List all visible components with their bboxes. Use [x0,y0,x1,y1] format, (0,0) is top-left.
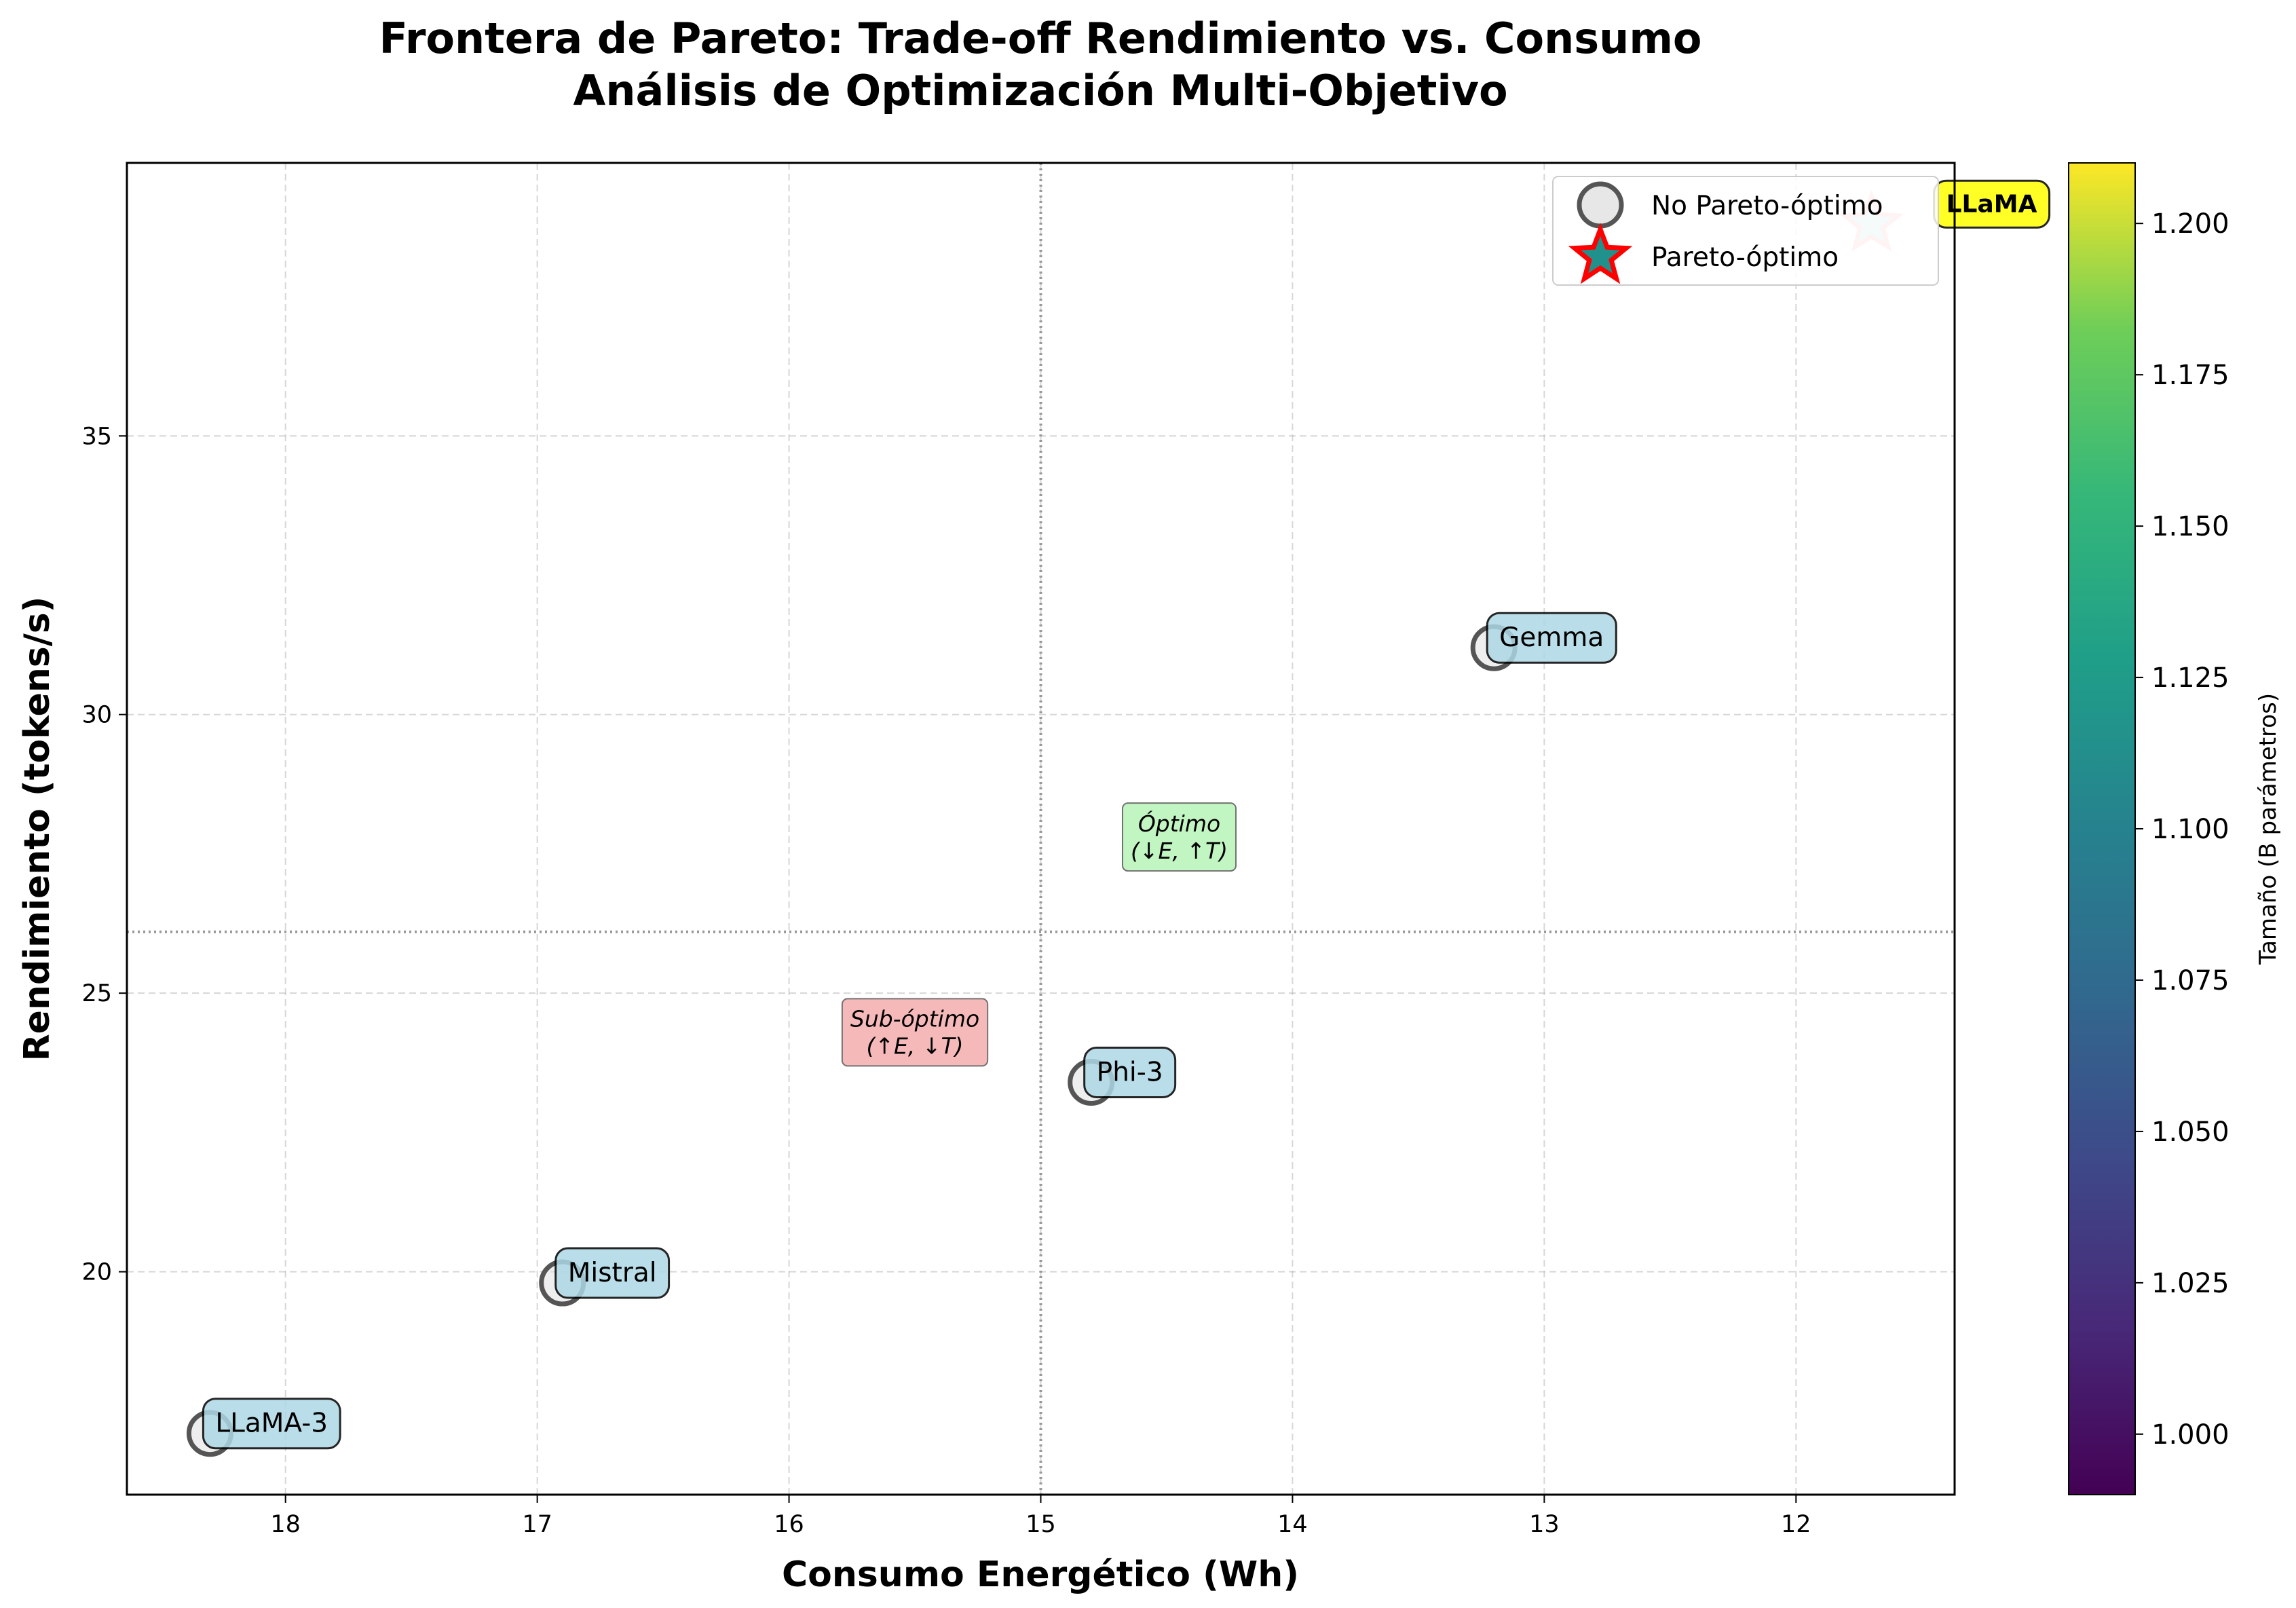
legend: No Pareto-óptimo Pareto-óptimo [1552,176,1939,286]
legend-label-pareto: Pareto-óptimo [1651,242,1839,273]
colorbar-tick-label: 1.025 [2151,1268,2229,1299]
point-label-box [554,1247,671,1299]
x-tick-label: 12 [1781,1511,1811,1538]
region-label-line2: (↓E, ↑T) [1131,838,1228,864]
point-label-text: Gemma [1499,622,1604,653]
y-axis-label: Rendimiento (tokens/s) [17,597,58,1062]
x-tick-label: 14 [1277,1511,1308,1538]
point-label-text: LLaMA-3 [215,1408,328,1439]
region-labels: Óptimo(↓E, ↑T) Sub-óptimo(↑E, ↓T) [841,802,1237,1067]
grid [127,163,1955,1495]
x-axis-ticks: 18 17 16 15 14 13 12 [270,1495,1811,1538]
colorbar-tick-label: 1.075 [2151,965,2229,996]
point-label-text: Phi-3 [1097,1058,1163,1088]
y-tick-label: 35 [81,423,112,450]
region-label-line1: Sub-óptimo [850,1005,979,1032]
colorbar-tick-label: 1.050 [2151,1117,2229,1148]
point-label: Mistral [554,1247,671,1299]
reference-lines [127,163,1955,1495]
region-label-line2: (↑E, ↓T) [867,1032,964,1059]
colorbar-tick-label: 1.100 [2151,814,2229,845]
point-label-box [1083,1047,1177,1099]
point-label-box [1486,612,1617,664]
point-label: Phi-3 [1083,1047,1177,1099]
colorbar-tick-label: 1.125 [2151,662,2229,694]
region-label: Óptimo(↓E, ↑T) [1121,802,1237,872]
colorbar-gradient [2068,162,2136,1495]
colorbar-label: Tamaño (B parámetros) [2255,693,2282,965]
x-tick-label: 17 [522,1511,552,1538]
pareto-point-label: LLaMA [1933,179,2051,229]
legend-marker-no-pareto [1577,181,1624,229]
pareto-point-label-text: LLaMA [1946,190,2037,218]
chart-title: Frontera de Pareto: Trade-off Rendimient… [379,14,1701,63]
y-tick-label: 20 [81,1259,112,1286]
y-tick-label: 25 [81,980,112,1007]
x-axis-label: Consumo Energético (Wh) [782,1554,1299,1595]
point-label-box [202,1398,341,1450]
colorbar-tick-label: 1.175 [2151,360,2229,391]
chart-subtitle: Análisis de Optimización Multi-Objetivo [573,66,1507,115]
colorbar: 1.000 1.025 1.050 1.075 1.100 1.125 1.150 1.175… [2068,162,2229,1495]
point-label: Gemma [1486,612,1617,664]
region-label: Sub-óptimo(↑E, ↓T) [841,998,989,1067]
region-label-box [1121,802,1237,872]
legend-box [1552,176,1939,286]
colorbar-tick-label: 1.150 [2151,511,2229,542]
x-tick-label: 16 [774,1511,804,1538]
legend-label-no-pareto: No Pareto-óptimo [1651,191,1883,221]
colorbar-tick-label: 1.000 [2151,1419,2229,1451]
region-label-line1: Óptimo [1138,810,1220,837]
point-label-text: Mistral [568,1258,657,1288]
point-label: LLaMA-3 [202,1398,341,1450]
x-tick-label: 13 [1529,1511,1560,1538]
y-tick-label: 30 [81,702,112,729]
y-axis-ticks: 20 25 30 35 [81,423,127,1286]
region-label-box [841,998,989,1067]
legend-marker-pareto [1568,223,1633,284]
x-tick-label: 15 [1025,1511,1056,1538]
data-points: LLaMA-3 Mistral Phi-3 Gemma LLaMA [186,179,2051,1457]
colorbar-tick-label: 1.200 [2151,208,2229,240]
x-tick-label: 18 [270,1511,301,1538]
